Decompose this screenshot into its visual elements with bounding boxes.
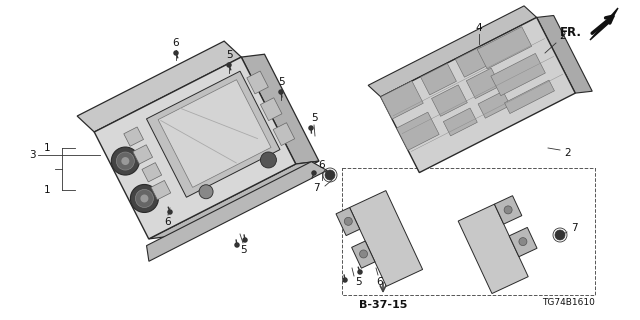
Polygon shape: [273, 123, 294, 146]
Circle shape: [199, 185, 213, 199]
Polygon shape: [77, 41, 241, 132]
Polygon shape: [158, 80, 271, 188]
Text: 6: 6: [173, 38, 179, 48]
Polygon shape: [491, 53, 545, 96]
Text: 5: 5: [310, 113, 317, 123]
Circle shape: [234, 242, 240, 248]
Polygon shape: [431, 85, 467, 116]
Polygon shape: [260, 98, 282, 121]
Circle shape: [311, 170, 317, 176]
Polygon shape: [537, 15, 592, 93]
Text: 6: 6: [319, 160, 325, 170]
Polygon shape: [381, 17, 575, 172]
Circle shape: [131, 184, 158, 212]
Circle shape: [325, 170, 335, 180]
Text: 5: 5: [355, 277, 362, 287]
Circle shape: [357, 269, 363, 275]
Polygon shape: [148, 161, 319, 239]
Text: 5: 5: [226, 50, 232, 60]
Polygon shape: [381, 81, 423, 119]
Polygon shape: [509, 228, 537, 257]
Circle shape: [260, 152, 276, 168]
Polygon shape: [336, 207, 360, 236]
Polygon shape: [467, 68, 500, 99]
Text: 4: 4: [476, 23, 483, 33]
Text: B-37-15: B-37-15: [359, 300, 407, 310]
Text: FR.: FR.: [560, 26, 582, 38]
Text: 6: 6: [377, 277, 383, 287]
Polygon shape: [124, 127, 143, 146]
Circle shape: [243, 237, 248, 243]
Polygon shape: [147, 71, 280, 197]
Text: 1: 1: [44, 185, 50, 195]
Polygon shape: [478, 91, 510, 118]
Text: TG74B1610: TG74B1610: [542, 298, 595, 307]
Text: 5: 5: [278, 77, 284, 87]
Circle shape: [519, 238, 527, 246]
Polygon shape: [368, 6, 537, 97]
Polygon shape: [133, 145, 152, 164]
Circle shape: [111, 147, 140, 175]
Polygon shape: [147, 162, 327, 261]
Polygon shape: [504, 80, 554, 114]
Circle shape: [278, 89, 284, 95]
Circle shape: [344, 217, 352, 225]
Polygon shape: [456, 47, 490, 77]
Polygon shape: [247, 71, 268, 94]
Text: 1: 1: [44, 143, 50, 153]
Text: 7: 7: [571, 223, 577, 233]
Polygon shape: [349, 191, 422, 286]
Circle shape: [308, 125, 314, 131]
Polygon shape: [94, 57, 296, 239]
Circle shape: [342, 277, 348, 283]
Circle shape: [122, 157, 129, 165]
Text: 3: 3: [29, 150, 36, 160]
Polygon shape: [420, 63, 456, 95]
Text: 7: 7: [313, 183, 319, 193]
Polygon shape: [397, 112, 439, 150]
Circle shape: [173, 50, 179, 56]
Circle shape: [360, 250, 367, 258]
Text: 2: 2: [564, 148, 572, 158]
Circle shape: [136, 189, 154, 207]
Polygon shape: [351, 241, 375, 268]
Polygon shape: [444, 108, 477, 136]
Circle shape: [555, 230, 565, 240]
Circle shape: [167, 209, 173, 215]
Circle shape: [227, 62, 232, 68]
Polygon shape: [458, 204, 528, 293]
Polygon shape: [241, 54, 319, 164]
Polygon shape: [477, 27, 532, 69]
Circle shape: [116, 152, 134, 170]
Text: 6: 6: [164, 217, 172, 227]
Text: 2: 2: [560, 31, 566, 41]
Text: 5: 5: [240, 245, 246, 255]
Circle shape: [504, 206, 512, 214]
Circle shape: [140, 195, 148, 203]
Polygon shape: [142, 163, 162, 182]
Polygon shape: [590, 8, 618, 40]
Polygon shape: [151, 180, 171, 200]
Polygon shape: [495, 196, 522, 224]
